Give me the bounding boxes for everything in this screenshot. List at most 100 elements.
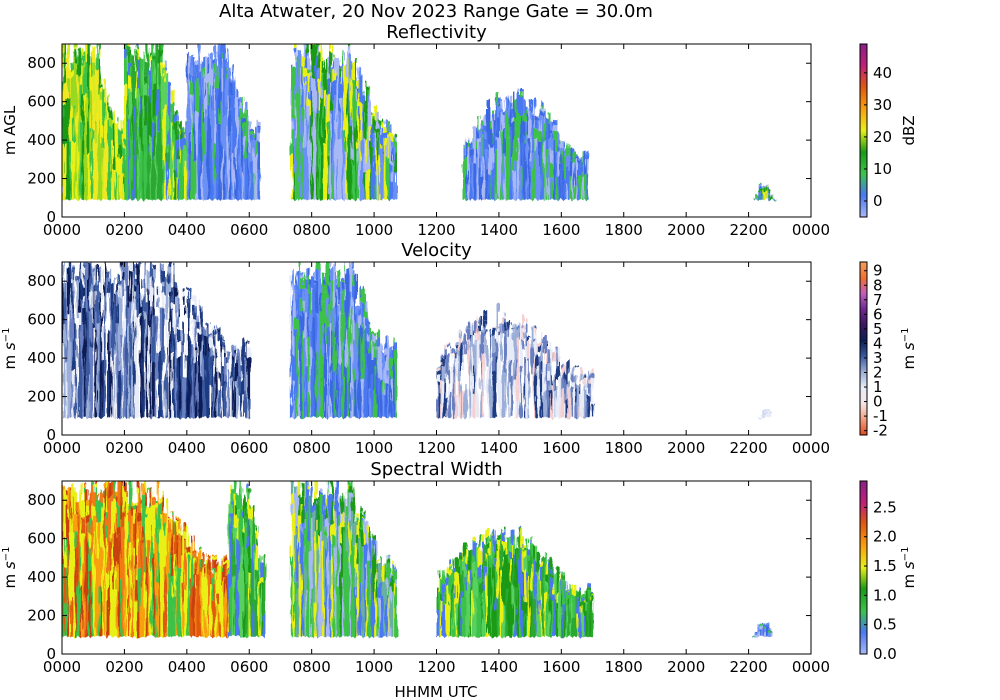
echo-cell	[549, 569, 552, 596]
echo-cell	[113, 111, 116, 114]
echo-cell	[591, 594, 594, 596]
echo-cell	[465, 557, 468, 564]
echo-cell	[487, 547, 490, 553]
echo-cell	[469, 338, 472, 342]
echo-cell	[82, 49, 85, 53]
echo-cell	[520, 529, 523, 548]
echo-cell	[578, 375, 581, 378]
echo-cell	[200, 329, 203, 341]
echo-cell	[340, 542, 343, 637]
echo-cell	[105, 272, 109, 274]
echo-cell	[762, 193, 766, 200]
echo-cell	[345, 51, 348, 79]
echo-cell	[547, 561, 550, 563]
echo-cell	[78, 130, 81, 200]
echo-cell	[134, 600, 138, 637]
echo-cell	[185, 524, 189, 547]
echo-cell	[378, 345, 381, 378]
echo-cell	[213, 583, 216, 637]
echo-cell	[204, 572, 207, 577]
echo-cell	[520, 96, 524, 116]
echo-cell	[502, 541, 505, 550]
echo-cell	[475, 149, 478, 158]
echo-cell	[310, 331, 314, 418]
echo-cell	[766, 414, 769, 418]
echo-cell	[467, 559, 470, 571]
echo-cell	[579, 166, 582, 176]
echo-cell	[480, 583, 483, 607]
echo-cell	[548, 177, 551, 200]
echo-cell	[100, 99, 103, 145]
echo-cell	[391, 379, 394, 401]
echo-cell	[568, 143, 571, 157]
echo-cell	[487, 543, 490, 548]
echo-cell	[149, 299, 152, 418]
echo-cell	[109, 497, 112, 539]
echo-cell	[250, 578, 253, 637]
echo-cell	[149, 136, 153, 200]
echo-cell	[178, 309, 181, 318]
echo-cell	[131, 323, 134, 418]
echo-cell	[498, 110, 502, 118]
colorbar-tick-label: 30	[873, 96, 892, 114]
echo-cell	[140, 59, 144, 95]
echo-cell	[176, 336, 180, 359]
echo-cell	[309, 313, 312, 347]
echo-cell	[122, 296, 125, 321]
echo-cell	[135, 51, 138, 54]
echo-cell	[489, 124, 493, 129]
echo-cell	[558, 370, 561, 376]
echo-cell	[330, 70, 334, 81]
echo-cell	[392, 345, 396, 357]
echo-cell	[589, 373, 592, 376]
echo-cell	[555, 132, 558, 140]
echo-cell	[553, 352, 556, 362]
echo-cell	[538, 569, 541, 580]
echo-cell	[162, 270, 165, 282]
echo-cell	[133, 105, 136, 200]
echo-cell	[133, 70, 136, 76]
echo-cell	[563, 364, 567, 374]
echo-cell	[522, 536, 525, 544]
echo-cell	[129, 92, 133, 116]
echo-cell	[105, 137, 109, 200]
echo-cell	[309, 285, 312, 291]
echo-cell	[514, 607, 518, 637]
colorbar-tick-label: 6	[873, 305, 883, 323]
echo-cell	[500, 101, 504, 104]
echo-cell	[82, 55, 85, 66]
echo-cell	[475, 157, 478, 174]
echo-cell	[538, 345, 541, 351]
echo-cell	[540, 350, 543, 362]
echo-cell	[440, 594, 443, 602]
echo-cell	[72, 369, 76, 418]
echo-cell	[67, 99, 70, 200]
echo-cell	[120, 130, 123, 158]
echo-cell	[78, 513, 81, 547]
echo-cell	[332, 60, 336, 69]
echo-cell	[189, 545, 192, 579]
echo-cell	[131, 507, 134, 515]
echo-cell	[553, 380, 556, 392]
echo-cell	[545, 573, 549, 581]
echo-cell	[116, 304, 119, 325]
echo-cell	[163, 278, 167, 295]
echo-cell	[502, 605, 505, 637]
echo-cell	[166, 107, 169, 153]
echo-cell	[338, 526, 341, 586]
echo-cell	[458, 381, 461, 418]
echo-cell	[243, 494, 246, 518]
echo-cell	[182, 145, 186, 175]
echo-cell	[74, 63, 78, 73]
echo-cell	[105, 538, 109, 637]
echo-cell	[187, 575, 190, 637]
echo-cell	[198, 333, 201, 347]
echo-cell	[543, 592, 547, 637]
echo-cell	[538, 563, 541, 567]
echo-cell	[578, 393, 581, 418]
echo-cell	[469, 334, 472, 339]
echo-cell	[205, 116, 208, 200]
echo-cell	[116, 502, 119, 509]
echo-cell	[301, 56, 305, 68]
echo-cell	[385, 594, 388, 637]
